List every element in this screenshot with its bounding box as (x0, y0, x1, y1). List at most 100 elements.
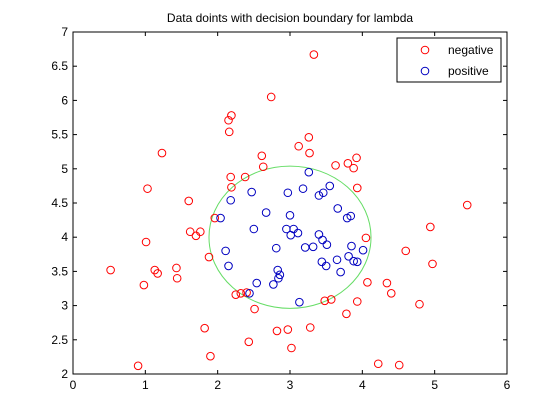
point-negative (224, 127, 234, 137)
point-positive (352, 257, 362, 267)
point-negative (283, 325, 293, 334)
point-positive (358, 245, 368, 255)
legend-label-negative: negative (448, 43, 494, 57)
point-positive (295, 297, 304, 307)
point-negative (258, 162, 268, 172)
point-negative (257, 151, 267, 161)
data-points-layer (106, 50, 472, 371)
point-positive (333, 204, 343, 213)
point-negative (352, 183, 362, 193)
point-positive (346, 211, 356, 221)
decision-boundary-curve (208, 165, 372, 309)
point-negative (352, 297, 362, 306)
y-tick-label: 3 (61, 299, 68, 313)
point-positive (321, 261, 331, 271)
x-tick-label: 0 (70, 378, 77, 392)
point-positive (245, 288, 254, 298)
point-negative (304, 133, 314, 142)
point-negative (200, 323, 209, 333)
point-negative (153, 269, 162, 278)
point-positive (332, 255, 342, 265)
point-positive (322, 240, 332, 250)
point-positive (325, 181, 335, 191)
chart-title: Data doints with decision boundary for l… (167, 11, 413, 25)
point-negative (172, 263, 181, 273)
point-negative (226, 172, 235, 182)
point-positive (271, 243, 281, 253)
point-negative (139, 280, 149, 290)
point-negative (244, 337, 254, 347)
point-positive (285, 211, 295, 220)
point-negative (224, 115, 233, 125)
point-positive (226, 195, 235, 205)
point-negative (331, 161, 340, 170)
point-positive (318, 188, 328, 198)
point-positive (283, 188, 293, 198)
point-negative (361, 233, 371, 243)
point-negative (386, 288, 396, 298)
point-negative (294, 141, 303, 151)
point-positive (308, 242, 318, 252)
point-negative (106, 265, 115, 275)
point-positive (347, 241, 356, 251)
y-tick-label: 6 (61, 93, 68, 107)
point-negative (305, 323, 315, 332)
point-positive (216, 213, 225, 223)
point-positive (221, 246, 230, 256)
point-negative (352, 153, 361, 163)
point-positive (249, 224, 259, 234)
legend-marker-negative (420, 45, 430, 55)
x-tick-label: 4 (359, 378, 366, 392)
point-negative (401, 246, 411, 256)
point-negative (250, 304, 259, 314)
point-negative (196, 227, 205, 237)
point-positive (252, 278, 262, 288)
point-negative (231, 290, 241, 299)
point-negative (210, 213, 220, 223)
y-tick-label: 2 (61, 367, 68, 381)
point-negative (172, 273, 182, 283)
y-tick-label: 4 (61, 230, 68, 244)
point-positive (261, 208, 271, 217)
point-negative (426, 222, 435, 232)
point-negative (266, 92, 276, 102)
point-negative (343, 159, 353, 168)
point-negative (363, 278, 372, 287)
point-positive (336, 267, 345, 277)
point-negative (157, 148, 167, 158)
y-tick-label: 4.5 (51, 196, 68, 210)
point-positive (275, 270, 285, 280)
point-negative (143, 184, 152, 193)
plot-area (73, 32, 507, 374)
x-tick-label: 3 (287, 378, 294, 392)
y-tick-label: 5.5 (51, 128, 68, 142)
point-negative (227, 182, 236, 192)
point-negative (462, 200, 472, 210)
point-negative (206, 351, 215, 361)
point-negative (320, 296, 330, 306)
axis-ticks-layer: 0 1 2 3 4 5 6 2 2.5 3 3.5 4 4.5 5 5.5 6 6.5 7 (51, 25, 510, 392)
point-positive (247, 187, 256, 197)
point-positive (269, 280, 278, 289)
point-positive (314, 191, 324, 200)
point-negative (305, 148, 314, 158)
point-negative (342, 309, 351, 319)
point-negative (184, 196, 194, 206)
legend-box (396, 37, 502, 83)
legend-marker-positive (420, 66, 430, 76)
y-tick-label: 5 (61, 162, 68, 176)
point-positive (344, 252, 353, 261)
point-negative (141, 237, 151, 247)
point-negative (428, 259, 437, 269)
legend-label-positive: positive (448, 64, 489, 78)
point-positive (349, 256, 358, 266)
y-tick-label: 2.5 (51, 333, 68, 347)
point-negative (240, 172, 250, 182)
point-negative (204, 252, 214, 262)
y-tick-label: 3.5 (51, 264, 68, 278)
point-negative (373, 359, 383, 369)
point-negative (227, 111, 236, 120)
point-negative (394, 360, 404, 370)
point-negative (236, 288, 246, 298)
